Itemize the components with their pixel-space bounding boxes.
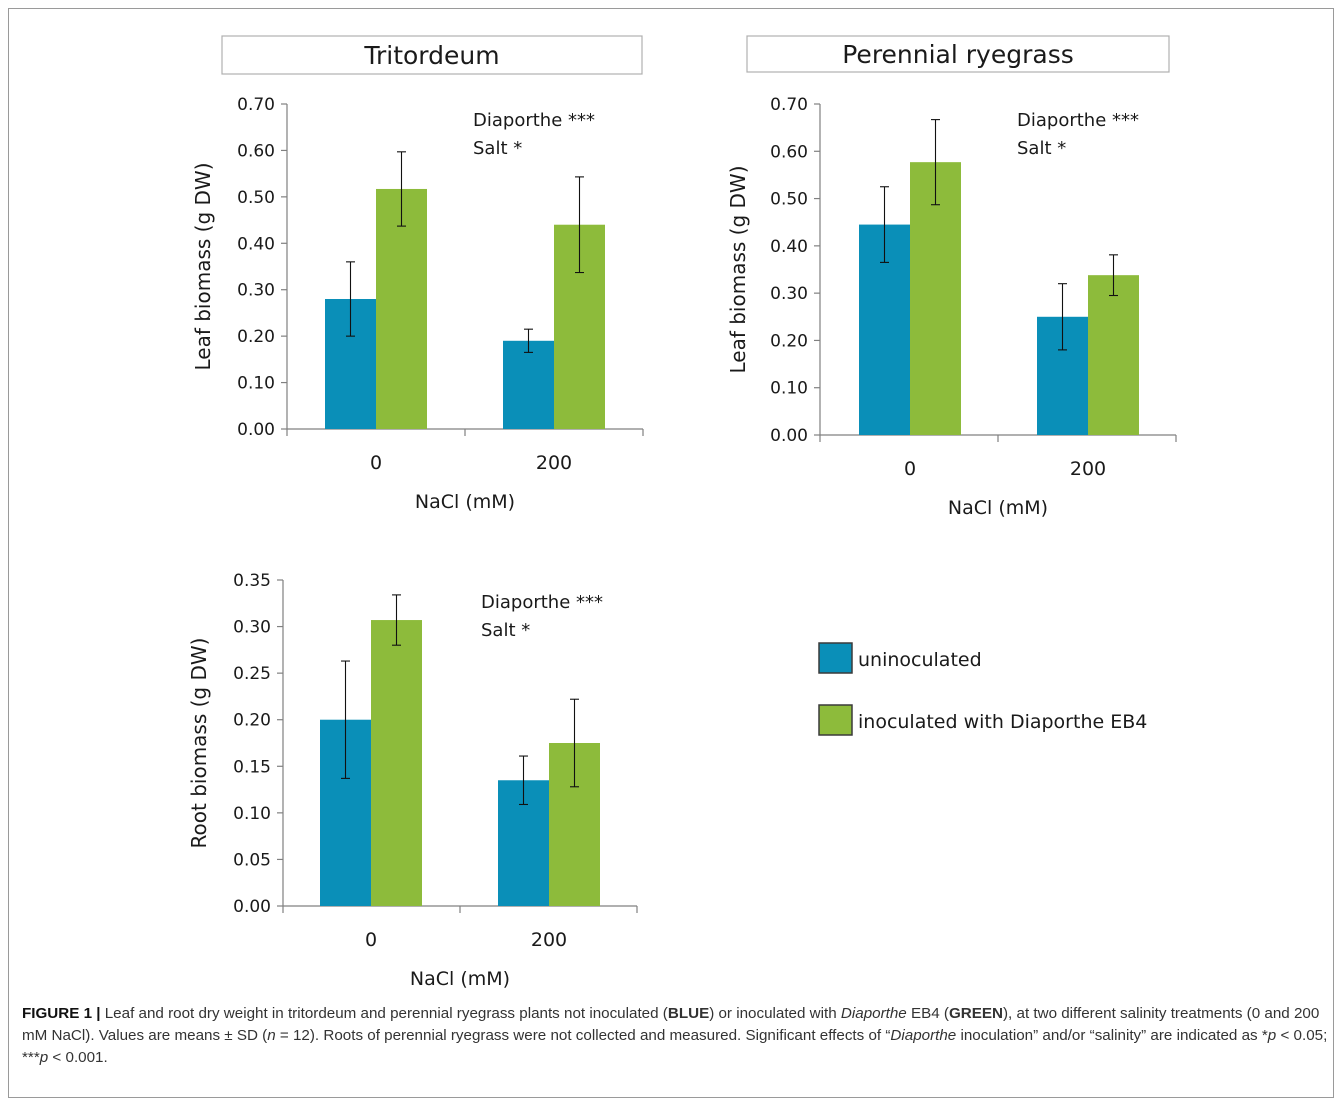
y-tick-label: 0.00 (233, 897, 271, 917)
y-tick-label: 0.00 (770, 426, 808, 446)
y-tick-label: 0.05 (233, 850, 271, 870)
y-tick-label: 0.20 (237, 327, 275, 347)
caption-italic: n (267, 1027, 276, 1044)
y-tick-label: 0.30 (237, 281, 275, 301)
caption-text: < 0.05; *** (22, 1027, 1328, 1066)
y-tick-label: 0.70 (237, 95, 275, 115)
bar-inoculated (371, 620, 422, 906)
caption-text: EB4 ( (906, 1005, 949, 1022)
significance-annotation: Salt * (481, 620, 530, 641)
caption-figure-label: FIGURE 1 | (22, 1005, 101, 1022)
caption-italic: Diaporthe (890, 1027, 957, 1044)
x-axis-label: NaCl (mM) (948, 497, 1048, 519)
figure-canvas: Tritordeum 0.00 0.10 0.20 0.30 0.40 0.50 0.60 0.… (187, 35, 1177, 990)
caption-italic: p (39, 1049, 49, 1066)
caption-text: Leaf and root dry weight in tritordeum a… (100, 1005, 668, 1022)
x-tick-label: 0 (370, 452, 382, 474)
y-tick-label: 0.30 (770, 284, 808, 304)
y-tick-label: 0.60 (770, 142, 808, 162)
y-tick-label: 0.30 (233, 618, 271, 638)
x-tick-label: 0 (904, 458, 916, 480)
caption-blue-word: BLUE (667, 1005, 710, 1022)
x-tick-label: 0 (365, 929, 377, 951)
caption-text: inoculation” and/or “salinity” are indic… (956, 1027, 1268, 1044)
y-tick-label: 0.40 (237, 234, 275, 254)
significance-annotation: Diaporthe *** (1017, 110, 1139, 131)
bar-inoculated (1088, 275, 1139, 435)
panel-title: Tritordeum (363, 41, 499, 70)
x-axis-label: NaCl (mM) (415, 491, 515, 513)
x-tick-label: 200 (531, 929, 567, 951)
caption-text: = 12). Roots of perennial ryegrass were … (275, 1027, 891, 1044)
significance-annotation: Salt * (473, 138, 522, 159)
y-tick-label: 0.00 (237, 420, 275, 440)
legend-swatch (818, 704, 853, 736)
caption-italic: p (1267, 1027, 1277, 1044)
legend-label: uninoculated (858, 649, 982, 671)
y-axis-label: Root biomass (g DW) (187, 638, 211, 849)
y-tick-label: 0.15 (233, 757, 271, 777)
y-tick-label: 0.25 (233, 664, 271, 684)
caption-text: < 0.001. (48, 1049, 108, 1066)
caption-green-word: GREEN (948, 1005, 1003, 1022)
y-tick-label: 0.50 (770, 190, 808, 210)
significance-annotation: Diaporthe *** (481, 592, 603, 613)
y-tick-label: 0.70 (770, 95, 808, 115)
y-tick-label: 0.20 (770, 331, 808, 351)
figure-frame (8, 8, 1334, 1098)
y-tick-label: 0.10 (233, 804, 271, 824)
legend-label: inoculated with Diaporthe EB4 (858, 711, 1147, 733)
bar-uninoculated (503, 340, 554, 429)
chart-panel: Perennial ryegrass 0.00 0.10 0.20 0.30 0.40 0.… (726, 35, 1177, 519)
y-tick-label: 0.60 (237, 141, 275, 161)
figure-caption: FIGURE 1 | Leaf and root dry weight in t… (22, 1003, 1338, 1069)
bar-inoculated (910, 162, 961, 435)
legend-swatch (818, 642, 853, 674)
x-axis-label: NaCl (mM) (410, 968, 510, 990)
y-tick-label: 0.20 (233, 711, 271, 731)
caption-text: ) or inoculated with (709, 1005, 841, 1022)
y-tick-label: 0.10 (770, 379, 808, 399)
panel-title-box (221, 35, 643, 75)
y-tick-label: 0.10 (237, 374, 275, 394)
panel-title: Perennial ryegrass (842, 40, 1074, 69)
x-tick-label: 200 (536, 452, 572, 474)
caption-italic: Diaporthe (840, 1005, 907, 1022)
y-axis-label: Leaf biomass (g DW) (726, 165, 750, 373)
y-tick-label: 0.35 (233, 571, 271, 591)
chart-panel: 0.00 0.05 0.10 0.15 0.20 0.25 0.30 0.35 0 200 NaCl… (187, 571, 638, 990)
y-tick-label: 0.40 (770, 237, 808, 257)
significance-annotation: Salt * (1017, 138, 1066, 159)
significance-annotation: Diaporthe *** (473, 110, 595, 131)
y-tick-label: 0.50 (237, 188, 275, 208)
panel-title-box (746, 35, 1170, 73)
legend: uninoculated inoculated with Diaporthe EB… (818, 642, 1147, 736)
chart-panels: Tritordeum 0.00 0.10 0.20 0.30 0.40 0.50 0.60 0.… (187, 35, 1177, 990)
bar-inoculated (376, 188, 427, 429)
x-tick-label: 200 (1070, 458, 1106, 480)
chart-panel: Tritordeum 0.00 0.10 0.20 0.30 0.40 0.50 0.60 0.… (191, 35, 644, 513)
caption-text: ), at two different salinity treatments … (22, 1005, 1320, 1044)
y-axis-label: Leaf biomass (g DW) (191, 162, 215, 370)
